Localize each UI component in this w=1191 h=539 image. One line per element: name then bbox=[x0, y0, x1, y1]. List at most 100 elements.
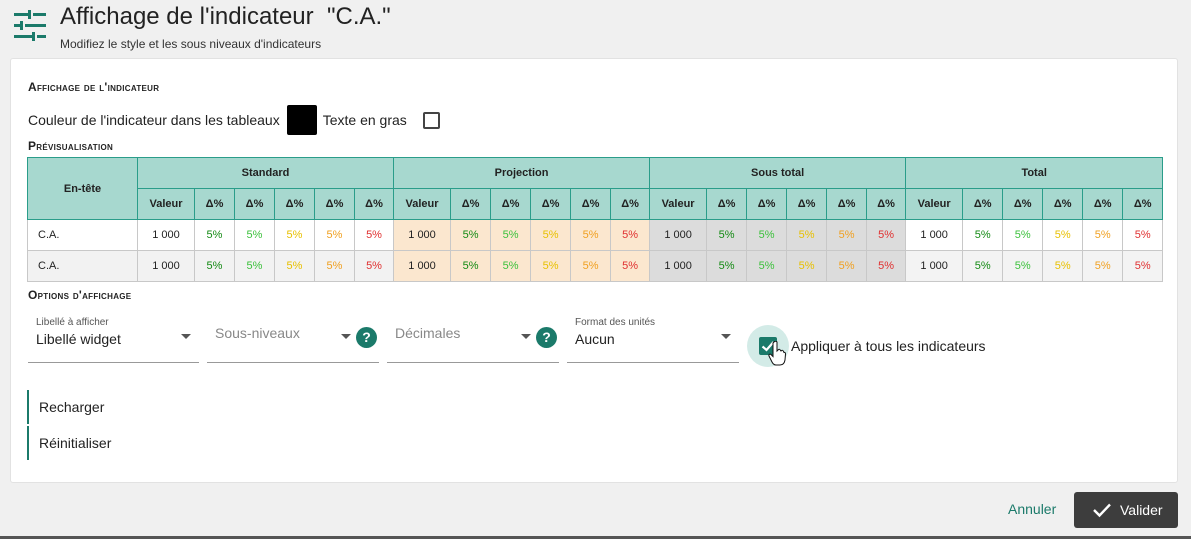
delta-cell: 5% bbox=[1122, 250, 1164, 282]
delta-cell: 5% bbox=[450, 250, 492, 282]
delta-cell: 5% bbox=[530, 219, 572, 251]
delta-cell: 5% bbox=[1002, 219, 1044, 251]
cancel-button[interactable]: Annuler bbox=[1008, 501, 1057, 517]
delta-cell: 5% bbox=[450, 219, 492, 251]
bold-checkbox[interactable] bbox=[422, 111, 440, 129]
delta-cell: 5% bbox=[610, 250, 651, 282]
sub-levels-select[interactable]: Sous-niveaux ? bbox=[207, 317, 379, 363]
display-section-title: Affichage de l'indicateur bbox=[28, 80, 160, 94]
subheader-total-delta-3: Δ% bbox=[1042, 188, 1084, 220]
subheader-projection-delta-4: Δ% bbox=[570, 188, 612, 220]
delta-cell: 5% bbox=[826, 250, 868, 282]
chevron-down-icon bbox=[721, 334, 731, 339]
delta-cell: 5% bbox=[314, 219, 355, 251]
group-header-standard: Standard bbox=[136, 157, 395, 189]
preview-table: En-tête Standard Projection Sous total T… bbox=[27, 157, 1164, 282]
dialog-title: Affichage de l'indicateur "C.A." bbox=[60, 3, 391, 30]
dialog-header: Affichage de l'indicateur "C.A." Modifie… bbox=[0, 0, 1191, 57]
delta-cell: 5% bbox=[1042, 250, 1084, 282]
delta-cell: 5% bbox=[1042, 219, 1084, 251]
delta-cell: 5% bbox=[786, 219, 828, 251]
delta-cell: 5% bbox=[570, 219, 612, 251]
subheader-subtotal-delta-4: Δ% bbox=[826, 188, 868, 220]
options-section-title: Options d'affichage bbox=[28, 288, 132, 302]
units-format-select[interactable]: Format des unités Aucun bbox=[567, 317, 739, 363]
delta-cell: 5% bbox=[194, 250, 235, 282]
label-select-label: Libellé à afficher bbox=[36, 317, 109, 328]
value-cell: 1 000 bbox=[137, 250, 195, 282]
delta-cell: 5% bbox=[1122, 219, 1164, 251]
subheader-total-delta-5: Δ% bbox=[1122, 188, 1164, 220]
value-cell: 1 000 bbox=[393, 219, 452, 251]
apply-all-label: Appliquer à tous les indicateurs bbox=[791, 338, 986, 354]
subheader-projection-value: Valeur bbox=[393, 188, 452, 220]
subheader-standard-delta-4: Δ% bbox=[314, 188, 355, 220]
delta-cell: 5% bbox=[530, 250, 572, 282]
table-row: C.A. 1 000 5% 5% 5% 5% 5% 1 000 5% 5% 5% 5% 5% 1 000 5… bbox=[27, 250, 1164, 282]
row-name-cell: C.A. bbox=[27, 219, 138, 251]
value-cell: 1 000 bbox=[393, 250, 452, 282]
label-select[interactable]: Libellé à afficher Libellé widget bbox=[28, 317, 199, 363]
delta-cell: 5% bbox=[746, 219, 788, 251]
delta-cell: 5% bbox=[746, 250, 788, 282]
subheader-projection-delta-2: Δ% bbox=[490, 188, 532, 220]
delta-cell: 5% bbox=[786, 250, 828, 282]
delta-cell: 5% bbox=[490, 219, 532, 251]
subheader-subtotal-delta-5: Δ% bbox=[866, 188, 907, 220]
color-swatch[interactable] bbox=[286, 105, 317, 135]
subheader-subtotal-delta-1: Δ% bbox=[706, 188, 748, 220]
value-cell: 1 000 bbox=[649, 219, 708, 251]
decimals-select[interactable]: Décimales ? bbox=[387, 317, 559, 363]
decimals-placeholder: Décimales bbox=[395, 325, 461, 341]
subheader-standard-delta-5: Δ% bbox=[353, 188, 395, 220]
subheader-row: Valeur Δ% Δ% Δ% Δ% Δ% Valeur Δ% Δ% Δ% Δ% Δ% Valeur Δ%… bbox=[28, 188, 1164, 220]
subheader-total-value: Valeur bbox=[905, 188, 964, 220]
group-header-subtotal: Sous total bbox=[649, 157, 907, 189]
preview-section-title: Prévisualisation bbox=[28, 139, 114, 153]
delta-cell: 5% bbox=[314, 250, 355, 282]
delta-cell: 5% bbox=[706, 219, 748, 251]
subheader-subtotal-delta-3: Δ% bbox=[786, 188, 828, 220]
color-label: Couleur de l'indicateur dans les tableau… bbox=[28, 112, 280, 128]
delta-cell: 5% bbox=[353, 250, 395, 282]
reload-button[interactable]: Recharger bbox=[27, 390, 167, 424]
subheader-subtotal-value: Valeur bbox=[649, 188, 708, 220]
delta-cell: 5% bbox=[274, 250, 315, 282]
color-row: Couleur de l'indicateur dans les tableau… bbox=[28, 105, 440, 135]
value-cell: 1 000 bbox=[905, 219, 964, 251]
units-format-value: Aucun bbox=[575, 331, 615, 347]
tune-sliders-icon bbox=[14, 10, 46, 41]
subheader-standard-delta-1: Δ% bbox=[194, 188, 235, 220]
delta-cell: 5% bbox=[570, 250, 612, 282]
delta-cell: 5% bbox=[353, 219, 395, 251]
chevron-down-icon bbox=[521, 334, 531, 339]
delta-cell: 5% bbox=[866, 250, 907, 282]
value-cell: 1 000 bbox=[905, 250, 964, 282]
delta-cell: 5% bbox=[234, 219, 275, 251]
validate-label: Valider bbox=[1120, 502, 1163, 518]
help-icon[interactable]: ? bbox=[536, 327, 557, 348]
delta-cell: 5% bbox=[194, 219, 235, 251]
help-icon[interactable]: ? bbox=[356, 327, 377, 348]
validate-button[interactable]: Valider bbox=[1074, 492, 1178, 528]
sub-levels-placeholder: Sous-niveaux bbox=[215, 325, 300, 341]
subheader-projection-delta-1: Δ% bbox=[450, 188, 492, 220]
delta-cell: 5% bbox=[962, 250, 1004, 282]
bold-label: Texte en gras bbox=[322, 112, 407, 128]
subheader-standard-delta-3: Δ% bbox=[274, 188, 315, 220]
chevron-down-icon bbox=[181, 334, 191, 339]
delta-cell: 5% bbox=[234, 250, 275, 282]
delta-cell: 5% bbox=[274, 219, 315, 251]
bottom-divider bbox=[0, 536, 1191, 539]
subheader-standard-value: Valeur bbox=[137, 188, 195, 220]
settings-card: Affichage de l'indicateur Couleur de l'i… bbox=[10, 58, 1178, 483]
reset-button[interactable]: Réinitialiser bbox=[27, 426, 167, 460]
subheader-total-delta-2: Δ% bbox=[1002, 188, 1044, 220]
subheader-projection-delta-5: Δ% bbox=[610, 188, 651, 220]
units-format-label: Format des unités bbox=[575, 317, 656, 328]
value-cell: 1 000 bbox=[137, 219, 195, 251]
table-row: C.A. 1 000 5% 5% 5% 5% 5% 1 000 5% 5% 5% 5% 5% 1 000 5… bbox=[27, 219, 1164, 251]
delta-cell: 5% bbox=[866, 219, 907, 251]
group-header-total: Total bbox=[905, 157, 1164, 189]
subheader-total-delta-4: Δ% bbox=[1082, 188, 1124, 220]
